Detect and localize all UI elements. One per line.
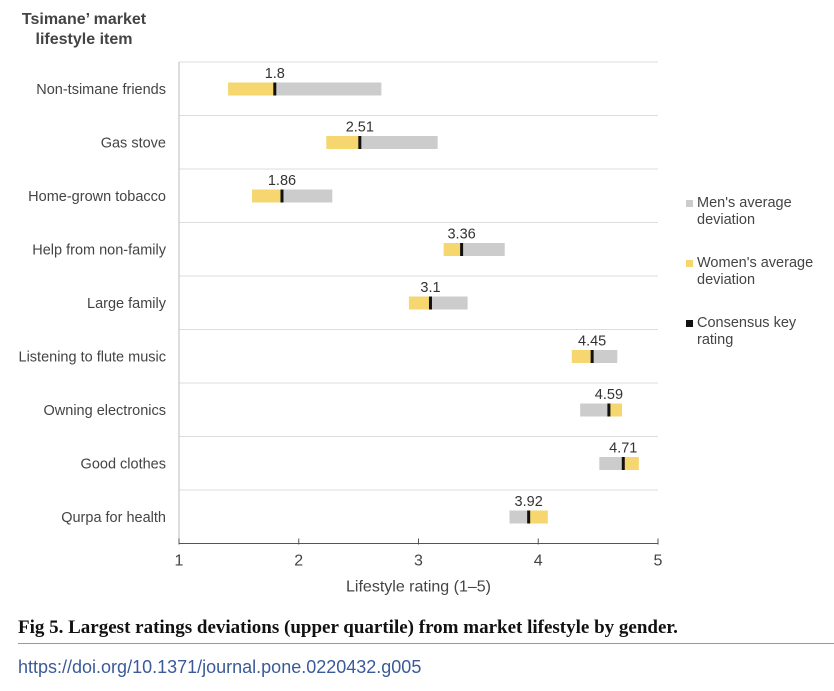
legend-label-consensus: Consensus key <box>697 315 797 331</box>
category-label: Owning electronics <box>44 403 167 419</box>
men-deviation-bar <box>281 189 333 203</box>
range-bar-chart: 1 2 3 4 5 Lifestyle rating (1–5) Non-tsimane f… <box>19 61 813 596</box>
legend-label-women: Women's average <box>697 255 813 271</box>
consensus-value-label: 4.59 <box>595 387 623 403</box>
doi-link[interactable]: https://doi.org/10.1371/journal.pone.022… <box>18 657 422 677</box>
consensus-value-label: 1.8 <box>265 66 285 82</box>
category-label: Help from non-family <box>32 243 167 259</box>
legend-swatch-women <box>686 260 693 267</box>
consensus-value-label: 3.1 <box>420 280 440 296</box>
consensus-marker <box>590 350 594 363</box>
x-tick-label: 4 <box>534 553 543 570</box>
legend-label-women: deviation <box>697 272 755 288</box>
x-tick-label: 3 <box>414 553 423 570</box>
x-tick-label: 1 <box>175 553 184 570</box>
consensus-value-label: 3.92 <box>515 494 543 510</box>
consensus-value-label: 3.36 <box>447 227 475 243</box>
men-deviation-bar <box>461 243 505 256</box>
consensus-marker <box>280 189 284 203</box>
consensus-value-label: 4.71 <box>609 441 637 457</box>
consensus-marker <box>621 457 625 470</box>
consensus-marker <box>607 403 611 417</box>
category-label: Listening to flute music <box>19 350 167 366</box>
consensus-marker <box>273 82 277 96</box>
caption-divider <box>18 643 834 644</box>
category-label: Non-tsimane friends <box>36 82 166 98</box>
women-deviation-bar <box>571 350 593 363</box>
legend-label-men: Men's average <box>697 195 792 211</box>
men-deviation-bar <box>509 510 529 524</box>
men-deviation-bar <box>599 457 624 470</box>
category-label: Good clothes <box>81 457 166 473</box>
women-deviation-bar <box>252 189 282 203</box>
consensus-marker <box>358 136 362 149</box>
women-deviation-bar <box>528 510 548 524</box>
category-label: Large family <box>87 296 167 312</box>
women-deviation-bar <box>608 403 623 417</box>
consensus-value-label: 4.45 <box>578 334 606 350</box>
legend-label-consensus: rating <box>697 332 733 348</box>
consensus-marker <box>428 296 432 310</box>
x-tick-label: 2 <box>294 553 303 570</box>
legend-label-men: deviation <box>697 212 755 228</box>
y-axis-title: Tsimane’ market lifestyle item <box>4 10 164 50</box>
men-deviation-bar <box>580 403 609 417</box>
x-axis-label: Lifestyle rating (1–5) <box>346 579 491 596</box>
women-deviation-bar <box>443 243 462 256</box>
legend-swatch-men <box>686 200 693 207</box>
women-deviation-bar <box>326 136 360 149</box>
men-deviation-bar <box>592 350 618 363</box>
men-deviation-bar <box>274 82 382 96</box>
legend-swatch-consensus <box>686 320 693 327</box>
women-deviation-bar <box>228 82 275 96</box>
consensus-marker <box>460 243 464 256</box>
figure-caption: Fig 5. Largest ratings deviations (upper… <box>18 617 678 638</box>
y-axis-title-line-1: Tsimane’ market <box>21 11 147 28</box>
y-axis-title-line-2: lifestyle item <box>35 31 133 48</box>
women-deviation-bar <box>408 296 431 310</box>
consensus-value-label: 1.86 <box>268 173 296 189</box>
x-tick-label: 5 <box>654 553 663 570</box>
category-label: Gas stove <box>101 136 166 152</box>
category-label: Qurpa for health <box>61 510 166 526</box>
men-deviation-bar <box>430 296 468 310</box>
consensus-value-label: 2.51 <box>346 120 374 136</box>
consensus-marker <box>527 510 531 524</box>
women-deviation-bar <box>623 457 639 470</box>
men-deviation-bar <box>359 136 438 149</box>
category-label: Home-grown tobacco <box>28 189 166 205</box>
